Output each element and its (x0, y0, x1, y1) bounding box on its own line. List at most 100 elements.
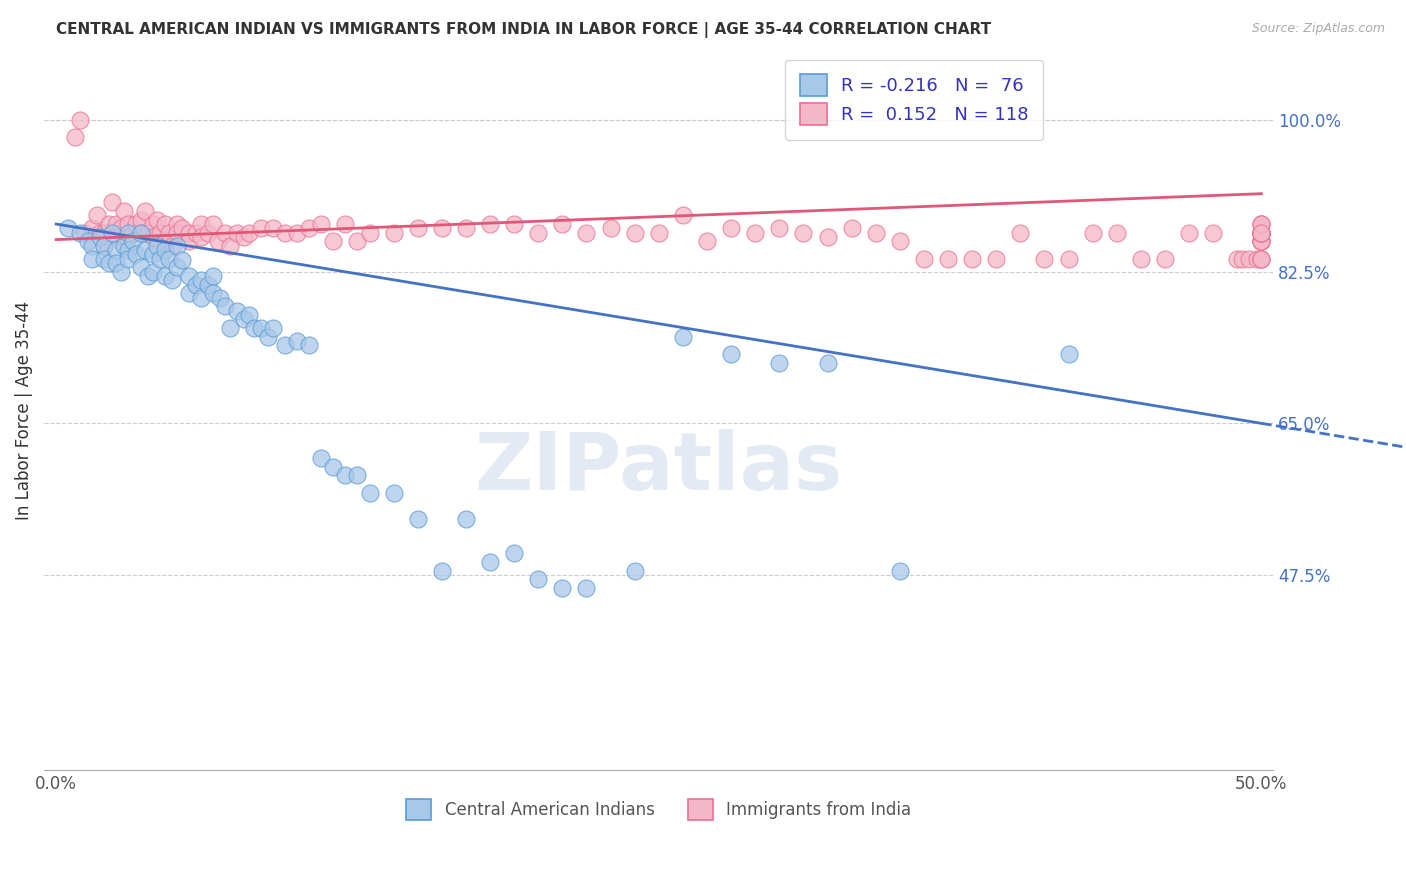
Point (1250, 217, 1272, 231)
Point (58, 221, 80, 235)
Point (149, 252, 172, 266)
Point (1250, 226, 1272, 240)
Point (177, 286, 200, 301)
Point (129, 260, 152, 275)
Point (105, 217, 128, 231)
Point (136, 226, 159, 240)
Point (1057, 347, 1080, 361)
Point (1057, 252, 1080, 266)
Point (233, 312, 256, 326)
Point (599, 221, 621, 235)
Point (1250, 235, 1272, 249)
Point (177, 235, 200, 249)
Point (207, 235, 229, 249)
Point (166, 226, 188, 240)
Point (214, 226, 236, 240)
Point (125, 247, 148, 261)
Point (623, 226, 645, 240)
Point (575, 226, 598, 240)
Point (112, 204, 135, 219)
Point (768, 221, 790, 235)
Point (1250, 226, 1272, 240)
Point (98, 256, 121, 270)
Point (1105, 226, 1128, 240)
Point (551, 581, 574, 595)
Point (1239, 252, 1261, 266)
Point (406, 221, 429, 235)
Point (177, 226, 200, 240)
Point (134, 243, 156, 257)
Point (146, 212, 169, 227)
Point (238, 226, 260, 240)
Point (89, 230, 111, 244)
Point (250, 221, 273, 235)
Point (1129, 252, 1152, 266)
Point (142, 265, 165, 279)
Point (153, 217, 176, 231)
Point (142, 217, 165, 231)
Point (322, 235, 344, 249)
Point (744, 226, 766, 240)
Point (105, 256, 128, 270)
Point (184, 277, 207, 292)
Point (1250, 226, 1272, 240)
Point (65, 130, 87, 145)
Point (1250, 226, 1272, 240)
Point (648, 226, 671, 240)
Point (274, 226, 297, 240)
Point (142, 247, 165, 261)
Point (160, 273, 183, 287)
Point (166, 260, 188, 275)
Point (1250, 235, 1272, 249)
Point (986, 252, 1008, 266)
Point (672, 208, 695, 222)
Point (122, 226, 145, 240)
Point (149, 226, 172, 240)
Point (257, 329, 280, 343)
Point (817, 230, 839, 244)
Point (166, 238, 188, 252)
Point (817, 356, 839, 370)
Text: CENTRAL AMERICAN INDIAN VS IMMIGRANTS FROM INDIA IN LABOR FORCE | AGE 35-44 CORR: CENTRAL AMERICAN INDIAN VS IMMIGRANTS FR… (56, 22, 991, 38)
Point (382, 226, 405, 240)
Point (720, 347, 742, 361)
Point (1250, 226, 1272, 240)
Point (551, 217, 574, 231)
Point (1250, 217, 1272, 231)
Point (82, 238, 104, 252)
Text: ZIPatlas: ZIPatlas (475, 429, 844, 507)
Point (93, 252, 115, 266)
Point (1250, 235, 1272, 249)
Point (346, 235, 368, 249)
Point (720, 221, 742, 235)
Point (359, 226, 381, 240)
Point (912, 252, 935, 266)
Point (768, 356, 790, 370)
Point (233, 230, 256, 244)
Point (93, 238, 115, 252)
Point (1246, 252, 1268, 266)
Point (197, 226, 219, 240)
Point (218, 238, 240, 252)
Point (201, 217, 224, 231)
Point (479, 555, 502, 569)
Point (430, 564, 453, 578)
Point (110, 221, 132, 235)
Point (159, 252, 181, 266)
Point (1250, 226, 1272, 240)
Point (311, 450, 333, 465)
Point (112, 238, 135, 252)
Point (160, 238, 183, 252)
Point (936, 252, 959, 266)
Point (454, 511, 477, 525)
Point (322, 459, 344, 474)
Point (238, 308, 260, 322)
Point (1226, 252, 1249, 266)
Point (1033, 252, 1056, 266)
Legend: Central American Indians, Immigrants from India: Central American Indians, Immigrants fro… (399, 793, 918, 826)
Point (1250, 235, 1272, 249)
Point (125, 217, 148, 231)
Point (190, 217, 212, 231)
Point (170, 221, 193, 235)
Point (100, 226, 122, 240)
